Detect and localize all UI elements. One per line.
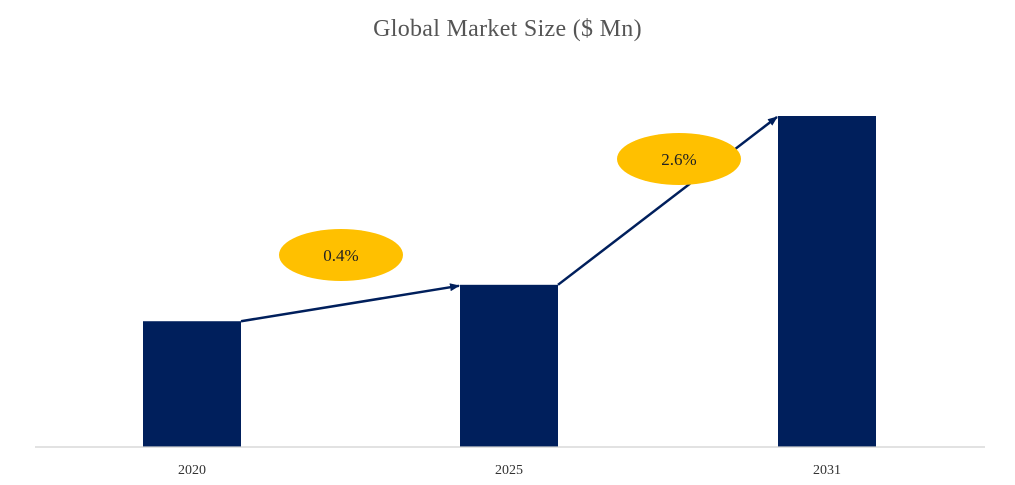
x-tick-label: 2025 — [495, 463, 523, 478]
bar-2020 — [143, 321, 241, 447]
x-tick-label: 2031 — [813, 463, 841, 478]
chart-title: Global Market Size ($ Mn) — [373, 16, 642, 42]
growth-arrow-2020-2025 — [240, 283, 460, 323]
x-tick-label: 2020 — [178, 463, 206, 478]
cagr-label: 2.6% — [661, 150, 696, 169]
cagr-badge — [617, 133, 741, 185]
cagr-label: 0.4% — [323, 246, 358, 265]
bar-2025 — [460, 284, 558, 447]
growth-arrow-2025-2031 — [557, 116, 778, 286]
cagr-badge — [279, 229, 403, 281]
bar-2031 — [778, 116, 876, 447]
